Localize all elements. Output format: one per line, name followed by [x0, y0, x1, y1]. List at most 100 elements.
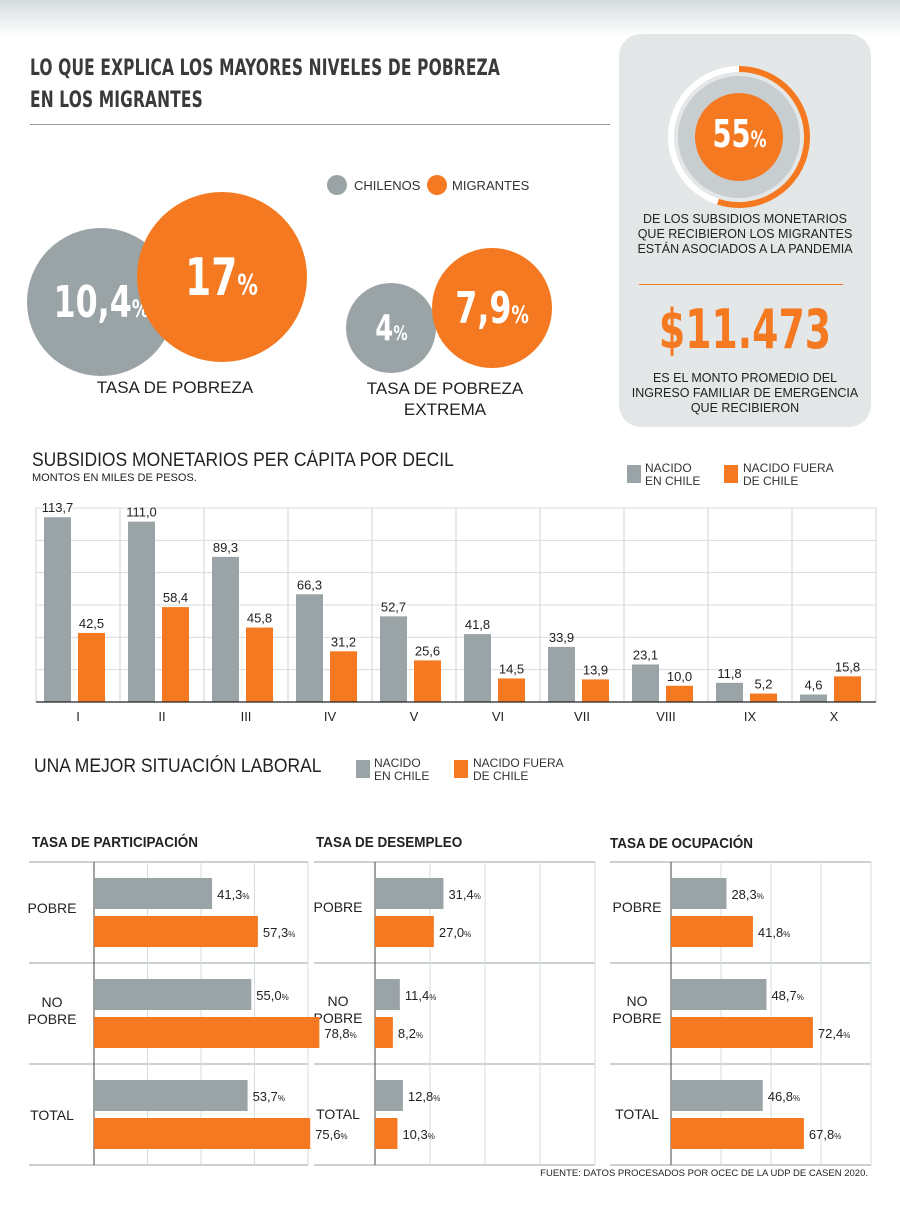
desempleo-value-number: 11,4: [405, 988, 429, 1003]
panel-divider: [639, 284, 843, 285]
donut-caption-line-3: ESTÁN ASOCIADOS A LA PANDEMIA: [637, 242, 853, 256]
laboral-legend-orange-swatch: [454, 760, 468, 778]
extrema-chilenos-value: 4: [374, 307, 393, 349]
donut-caption-line-1: DE LOS SUBSIDIOS MONETARIOS: [643, 212, 847, 226]
participacion-value-pct: %: [278, 1094, 285, 1103]
participacion-value-number: 53,7: [253, 1089, 278, 1104]
laboral-legend-gray-line-1: NACIDO: [374, 756, 421, 770]
decil-value-label: 58,4: [163, 590, 188, 605]
participacion-value-pct: %: [350, 1031, 357, 1040]
money-caption-line-2: INGRESO FAMILIAR DE EMERGENCIA: [631, 386, 859, 400]
decil-tick-label: VI: [492, 709, 504, 724]
legend-migrantes-dot: [427, 175, 447, 195]
decil-bar-fuera: [582, 679, 609, 702]
decil-bar-chile: [380, 616, 407, 702]
decil-value-label: 5,2: [754, 677, 772, 692]
pobreza-label: TASA DE POBREZA: [96, 378, 254, 397]
participacion-bar-fuera: [94, 916, 258, 947]
decil-tick-label: VIII: [656, 709, 676, 724]
extrema-label-line-2: EXTREMA: [403, 400, 487, 419]
decil-value-label: 89,3: [213, 540, 238, 555]
decil-value-label: 31,2: [331, 634, 356, 649]
participacion-value-label: 53,7%: [253, 1089, 285, 1104]
extrema-migrantes-circle: 7,9%: [432, 248, 552, 368]
money-caption: ES EL MONTO PROMEDIO DEL INGRESO FAMILIA…: [619, 371, 871, 416]
ocupacion-value-label: 67,8%: [809, 1127, 841, 1142]
decil-value-label: 66,3: [297, 577, 322, 592]
donut-caption: DE LOS SUBSIDIOS MONETARIOS QUE RECIBIER…: [619, 212, 871, 257]
desempleo-value-pct: %: [464, 930, 471, 939]
participacion-bar-chile: [94, 979, 252, 1010]
subsidios-title: SUBSIDIOS MONETARIOS PER CÁPITA POR DECI…: [32, 450, 454, 471]
decil-tick-label: III: [241, 709, 252, 724]
participacion-value-label: 57,3%: [263, 925, 295, 940]
participacion-value-number: 41,3: [217, 887, 242, 902]
decil-bar-fuera: [246, 627, 273, 702]
ocupacion-value-number: 46,8: [768, 1089, 793, 1104]
extrema-label: TASA DE POBREZA EXTREMA: [340, 378, 550, 420]
desempleo-value-number: 31,4: [448, 887, 473, 902]
decil-bar-chart: 113,7 42,5 I 111,0 58,4 II 89,3 45,8 III 66,3 31,2…: [35, 500, 877, 724]
decil-value-label: 14,5: [499, 661, 524, 676]
participacion-value-label: 78,8%: [324, 1026, 356, 1041]
decil-value-label: 113,7: [42, 500, 74, 515]
decil-value-label: 25,6: [415, 643, 440, 658]
participacion-bar-chile: [94, 878, 213, 909]
desempleo-value-number: 10,3: [402, 1127, 427, 1142]
ocupacion-bar-fuera: [671, 1118, 804, 1149]
decil-value-label: 11,8: [717, 666, 741, 681]
ocupacion-value-number: 72,4: [818, 1026, 843, 1041]
money-caption-line-1: ES EL MONTO PROMEDIO DEL: [652, 371, 838, 385]
ocupacion-bar-fuera: [671, 916, 753, 947]
desempleo-row-no: NO: [327, 993, 349, 1009]
ocupacion-bar-chile: [671, 1080, 763, 1111]
decil-bar-chile: [44, 517, 71, 702]
participacion-row-no-pobre: NO POBRE: [22, 994, 82, 1028]
laboral-legend-gray-line-2: EN CHILE: [374, 769, 430, 783]
subsidios-legend-orange-swatch: [724, 465, 738, 483]
donut-arc: [717, 66, 810, 208]
decil-bar-chile: [464, 634, 491, 702]
subsidios-subtitle: MONTOS EN MILES DE PESOS.: [32, 472, 197, 484]
decil-value-label: 15,8: [835, 659, 860, 674]
decil-tick-label: IV: [324, 709, 337, 724]
extrema-chilenos-circle: 4%: [346, 283, 436, 373]
desempleo-bar-chile: [375, 878, 444, 909]
legend-migrantes-label: MIGRANTES: [452, 178, 530, 193]
decil-bar-chile: [632, 664, 659, 702]
decil-bar-fuera: [330, 651, 357, 702]
donut-center: [695, 93, 783, 181]
ocupacion-row-no-pobre: NO POBRE: [607, 993, 667, 1027]
subsidios-legend-orange-label: NACIDO FUERA DE CHILE: [743, 462, 834, 488]
decil-value-label: 10,0: [667, 669, 692, 684]
laboral-legend-orange-line-2: DE CHILE: [473, 769, 529, 783]
legend-chilenos-label: CHILENOS: [354, 178, 421, 193]
subsidios-legend-gray-line-2: EN CHILE: [645, 474, 701, 488]
page-title-line-2: EN LOS MIGRANTES: [30, 88, 203, 113]
ocupacion-value-label: 46,8%: [768, 1089, 800, 1104]
ocupacion-value-label: 41,8%: [758, 925, 790, 940]
pobreza-migrantes-value: 17: [185, 248, 238, 308]
participacion-bar-fuera: [94, 1017, 320, 1048]
decil-bar-fuera: [498, 678, 525, 702]
desempleo-bar-fuera: [375, 1118, 398, 1149]
decil-bar-fuera: [78, 632, 105, 702]
laboral-bar-charts: 41,3%57,3%55,0%78,8%53,7%75,6%31,4%27,0%…: [29, 861, 872, 1166]
desempleo-row-pobre: POBRE: [313, 899, 363, 915]
decil-bar-chile: [716, 682, 743, 702]
laboral-legend-orange-label: NACIDO FUERA DE CHILE: [473, 757, 564, 783]
desempleo-value-label: 27,0%: [439, 925, 471, 940]
desempleo-value-pct: %: [429, 993, 436, 1002]
ocupacion-bar-chile: [671, 979, 767, 1010]
ocupacion-value-number: 48,7: [771, 988, 796, 1003]
donut-value: 55: [712, 112, 751, 156]
decil-value-label: 45,8: [247, 611, 272, 626]
pobreza-migrantes-circle: 17%: [137, 192, 307, 362]
ocupacion-value-number: 67,8: [809, 1127, 834, 1142]
subsidios-legend-gray-swatch: [627, 465, 641, 483]
desempleo-value-label: 12,8%: [408, 1089, 440, 1104]
desempleo-value-pct: %: [428, 1132, 435, 1141]
participacion-row-pobre: POBRE: [27, 900, 77, 916]
participacion-value-pct: %: [341, 1132, 348, 1141]
laboral-title: UNA MEJOR SITUACIÓN LABORAL: [34, 756, 322, 777]
